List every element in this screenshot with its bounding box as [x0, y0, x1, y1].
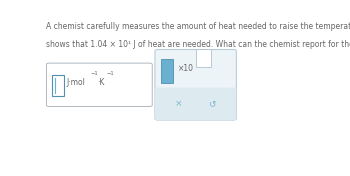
Text: A chemist carefully measures the amount of heat needed to raise the temperature : A chemist carefully measures the amount …	[47, 23, 350, 32]
Text: −1: −1	[91, 71, 98, 77]
FancyBboxPatch shape	[155, 87, 236, 120]
Text: ·K: ·K	[97, 78, 105, 87]
Text: ×10: ×10	[178, 64, 194, 73]
FancyBboxPatch shape	[196, 49, 211, 67]
Text: J·mol: J·mol	[67, 78, 86, 87]
FancyBboxPatch shape	[155, 50, 236, 120]
FancyBboxPatch shape	[161, 59, 173, 83]
Text: ↺: ↺	[209, 99, 216, 108]
Text: ×: ×	[175, 99, 183, 108]
FancyBboxPatch shape	[47, 63, 152, 106]
FancyBboxPatch shape	[52, 75, 64, 96]
Text: shows that 1.04 × 10¹ J of heat are needed. What can the chemist report for the : shows that 1.04 × 10¹ J of heat are need…	[47, 40, 350, 49]
Text: −1: −1	[106, 71, 114, 77]
